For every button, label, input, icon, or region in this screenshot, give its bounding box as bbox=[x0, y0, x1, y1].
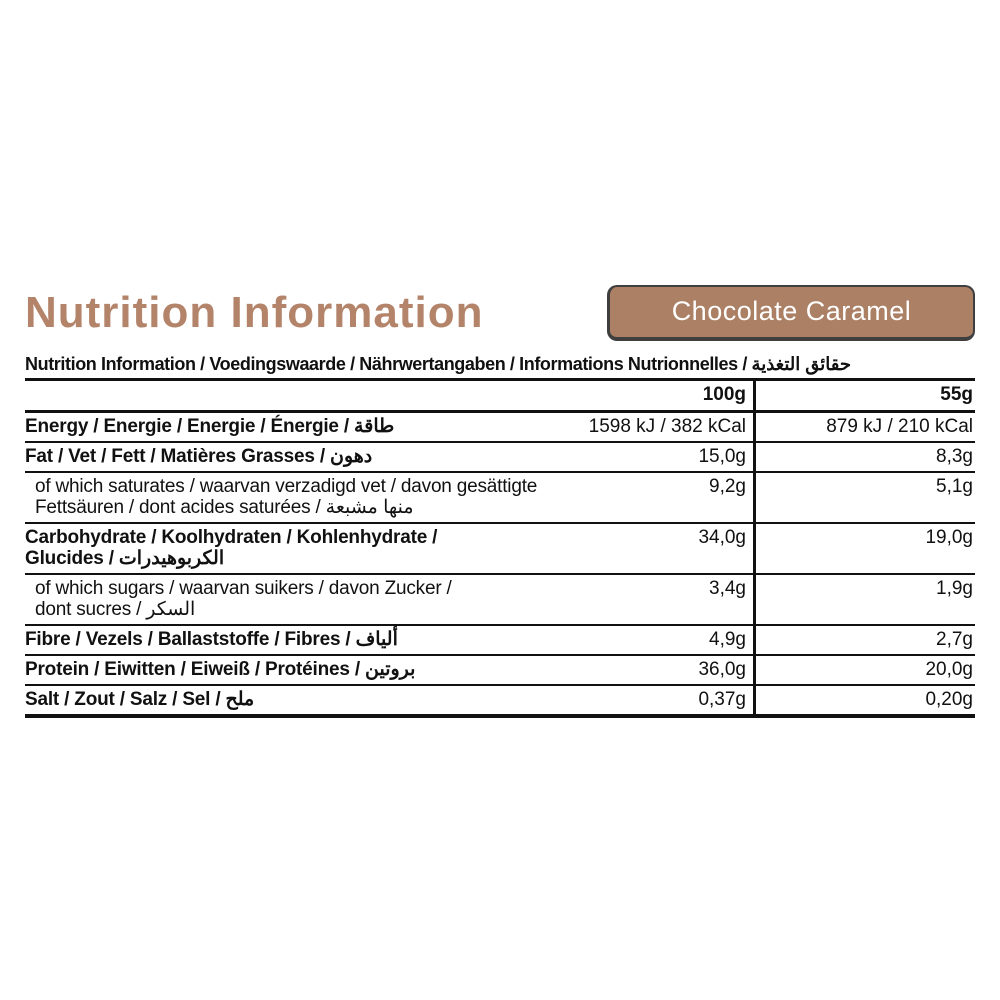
table-row-protein: Protein / Eiwitten / Eiweiß / Protéines … bbox=[25, 656, 975, 686]
row-label: Protein / Eiwitten / Eiweiß / Protéines … bbox=[25, 659, 416, 680]
row-value-55g: 5,1g bbox=[753, 473, 975, 522]
row-value-100g: 0,37g bbox=[698, 689, 746, 710]
table-row-carbohydrate: Carbohydrate / Koolhydraten / Kohlenhydr… bbox=[25, 524, 975, 575]
row-label: of which saturates / waarvan verzadigd v… bbox=[35, 476, 538, 518]
row-value-55g: 8,3g bbox=[753, 443, 975, 471]
row-value-100g: 36,0g bbox=[698, 659, 746, 680]
table-row-salt: Salt / Zout / Salz / Sel / ملح 0,37g 0,2… bbox=[25, 686, 975, 718]
row-label: Salt / Zout / Salz / Sel / ملح bbox=[25, 689, 255, 710]
row-value-100g: 15,0g bbox=[698, 446, 746, 467]
row-value-55g: 2,7g bbox=[753, 626, 975, 654]
flavor-badge-label: Chocolate Caramel bbox=[671, 296, 912, 326]
table-multilingual-header: Nutrition Information / Voedingswaarde /… bbox=[25, 353, 975, 381]
column-header-55g: 55g bbox=[753, 381, 975, 410]
row-value-55g: 0,20g bbox=[753, 686, 975, 714]
row-value-100g: 9,2g bbox=[709, 476, 746, 497]
row-label: Energy / Energie / Energie / Énergie / ط… bbox=[25, 416, 395, 437]
table-row-energy: Energy / Energie / Energie / Énergie / ط… bbox=[25, 413, 975, 443]
row-value-100g: 1598 kJ / 382 kCal bbox=[588, 416, 746, 437]
row-value-55g: 879 kJ / 210 kCal bbox=[753, 413, 975, 441]
row-label: of which sugars / waarvan suikers / davo… bbox=[35, 578, 452, 620]
column-header-row: 100g 55g bbox=[25, 381, 975, 413]
row-label: Carbohydrate / Koolhydraten / Kohlenhydr… bbox=[25, 527, 438, 569]
table-row-fat: Fat / Vet / Fett / Matières Grasses / ده… bbox=[25, 443, 975, 473]
column-header-100g: 100g bbox=[702, 384, 746, 405]
table-row-saturates: of which saturates / waarvan verzadigd v… bbox=[25, 473, 975, 524]
row-value-100g: 4,9g bbox=[709, 629, 746, 650]
flavor-badge: Chocolate Caramel bbox=[607, 284, 975, 341]
panel-header: Nutrition Information Chocolate Caramel bbox=[25, 284, 975, 341]
row-value-55g: 1,9g bbox=[753, 575, 975, 624]
table-row-sugars: of which sugars / waarvan suikers / davo… bbox=[25, 575, 975, 626]
page-title: Nutrition Information bbox=[25, 287, 484, 337]
row-value-55g: 19,0g bbox=[753, 524, 975, 573]
row-value-100g: 34,0g bbox=[698, 527, 746, 548]
nutrition-panel: Nutrition Information Chocolate Caramel … bbox=[25, 284, 975, 718]
table-row-fibre: Fibre / Vezels / Ballaststoffe / Fibres … bbox=[25, 626, 975, 656]
row-value-100g: 3,4g bbox=[709, 578, 746, 599]
row-label: Fibre / Vezels / Ballaststoffe / Fibres … bbox=[25, 629, 398, 650]
row-value-55g: 20,0g bbox=[753, 656, 975, 684]
nutrition-table: Nutrition Information / Voedingswaarde /… bbox=[25, 353, 975, 718]
row-label: Fat / Vet / Fett / Matières Grasses / ده… bbox=[25, 446, 373, 467]
